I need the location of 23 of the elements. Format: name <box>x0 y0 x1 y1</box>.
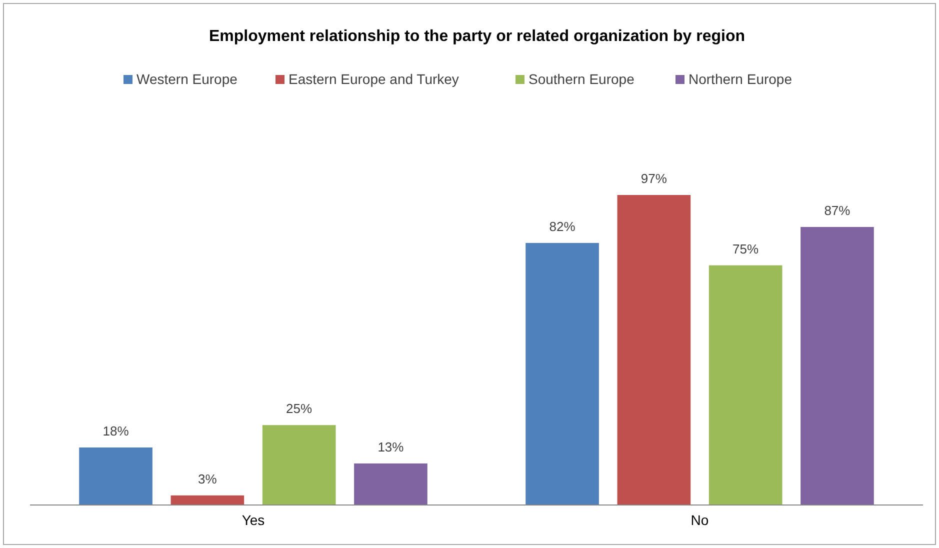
legend-label: Northern Europe <box>688 71 792 87</box>
bar <box>526 242 599 505</box>
data-label: 87% <box>824 202 851 218</box>
data-label: 97% <box>640 171 668 186</box>
legend-label: Western Europe <box>136 71 238 87</box>
data-label: 13% <box>378 439 404 454</box>
data-label: 75% <box>732 241 760 256</box>
bar <box>354 463 428 505</box>
x-tick-label: Yes <box>242 512 265 528</box>
bar <box>800 226 874 505</box>
data-label: 25% <box>286 401 313 416</box>
bar <box>79 447 152 505</box>
bar <box>617 195 691 505</box>
legend-label: Southern Europe <box>528 71 635 87</box>
bar <box>170 495 244 505</box>
chart-title: Employment relationship to the party or related organization by region <box>208 28 746 45</box>
bar <box>262 425 336 505</box>
bar <box>708 265 782 505</box>
legend-label: Eastern Europe and Turkey <box>288 71 459 87</box>
data-label: 18% <box>102 423 130 438</box>
data-label: 82% <box>549 218 576 234</box>
x-tick-label: No <box>690 512 709 528</box>
data-label: 3% <box>198 471 218 486</box>
